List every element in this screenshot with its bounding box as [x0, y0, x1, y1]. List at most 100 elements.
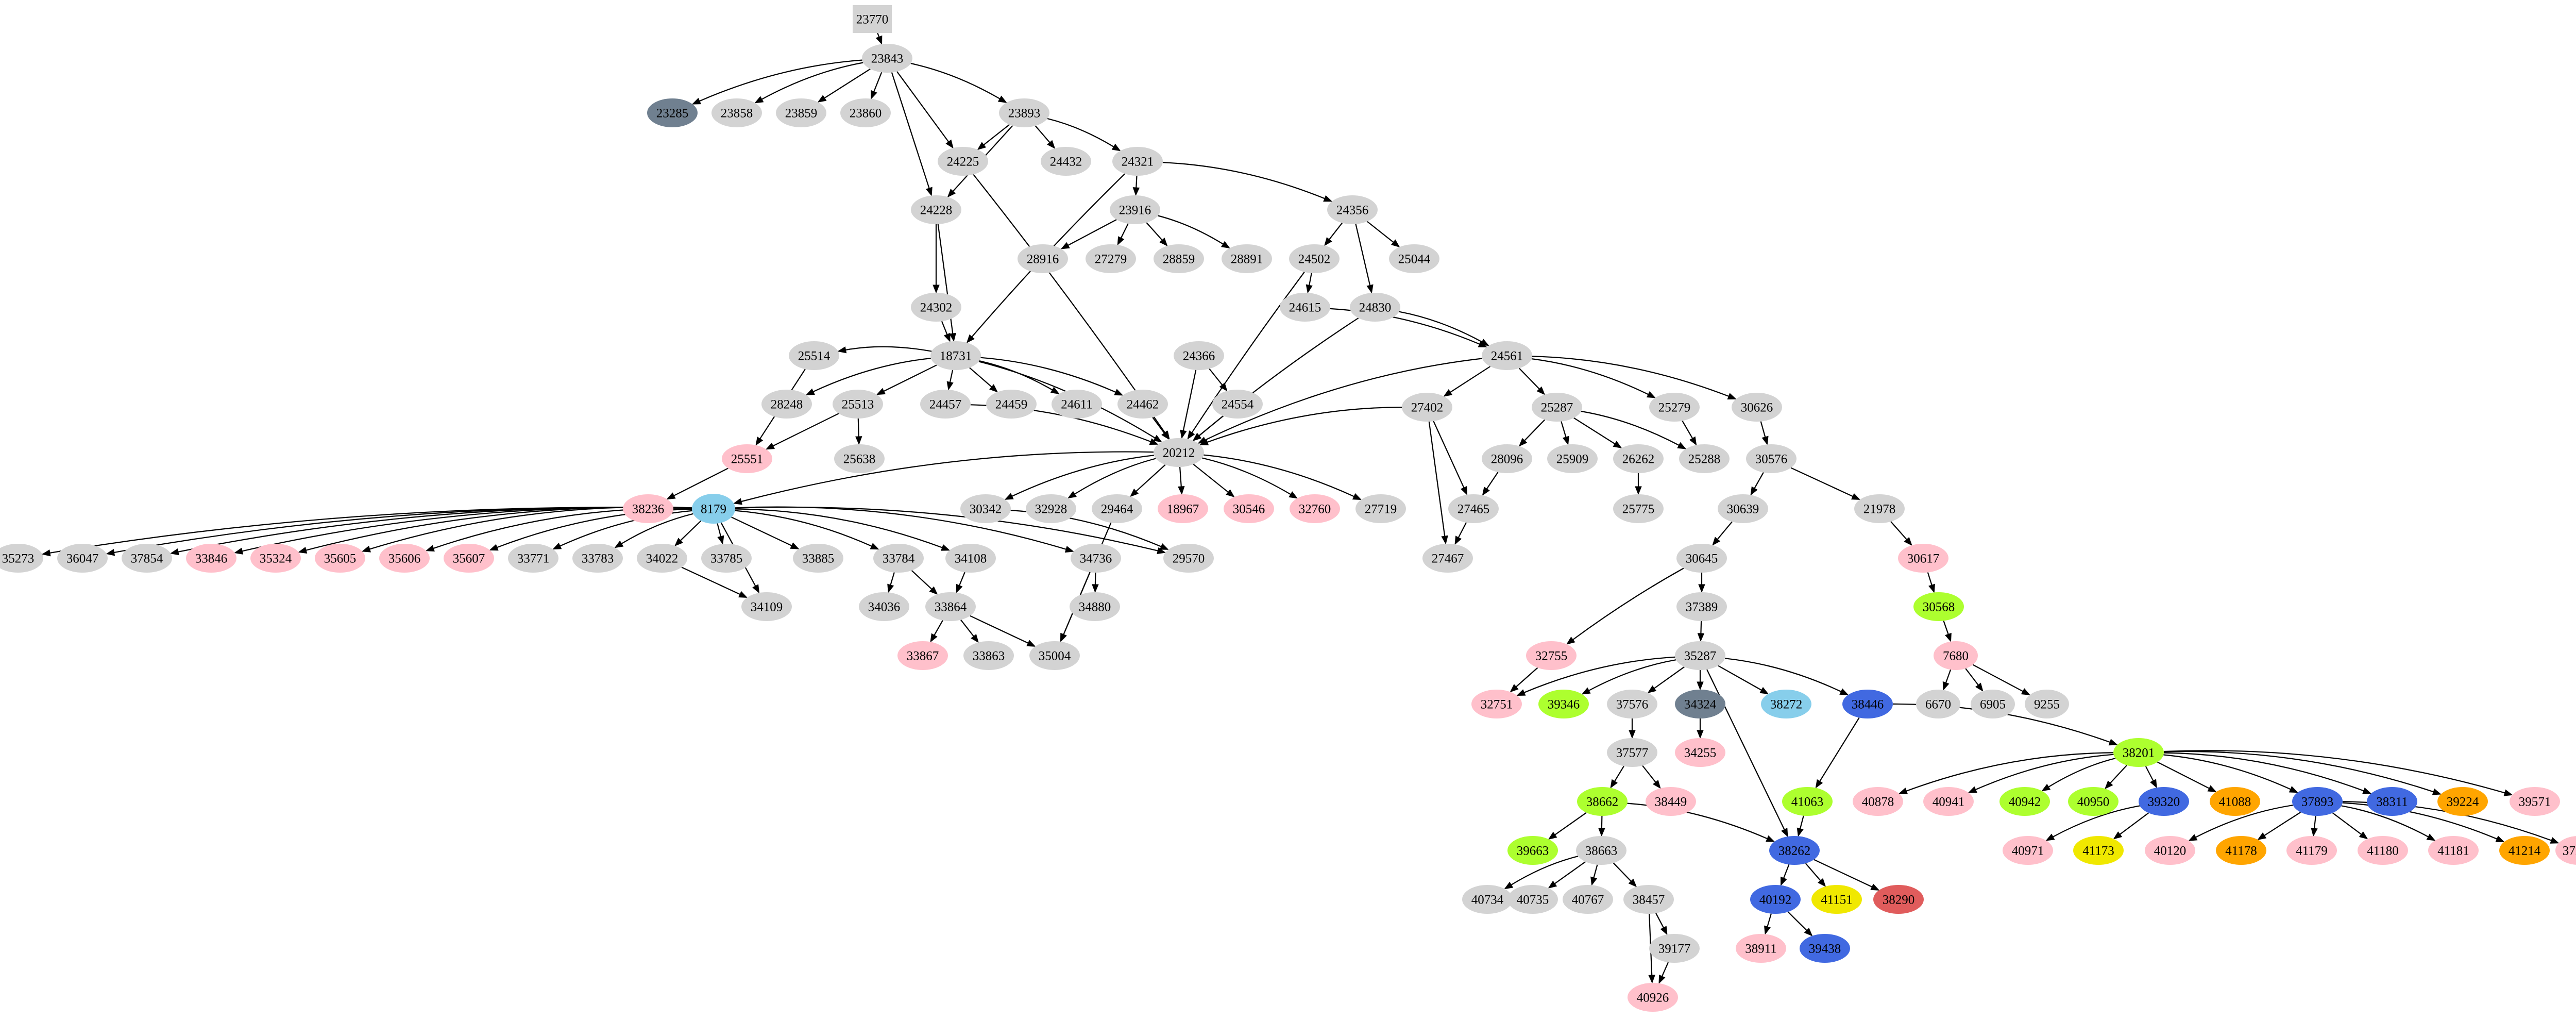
node-shape[interactable] [862, 44, 912, 73]
graph-node-41088[interactable]: 41088 [2210, 787, 2260, 816]
graph-node-35605[interactable]: 35605 [315, 544, 365, 573]
graph-node-38446[interactable]: 38446 [1842, 690, 1893, 718]
graph-node-25638[interactable]: 25638 [834, 444, 885, 473]
graph-node-33771[interactable]: 33771 [508, 544, 558, 573]
node-shape[interactable] [1526, 641, 1577, 670]
graph-node-32928[interactable]: 32928 [1026, 494, 1076, 523]
node-shape[interactable] [833, 390, 883, 419]
node-shape[interactable] [0, 544, 43, 573]
node-shape[interactable] [1563, 885, 1613, 914]
node-shape[interactable] [1547, 444, 1598, 473]
node-shape[interactable] [1873, 885, 1924, 914]
graph-node-39320[interactable]: 39320 [2139, 787, 2189, 816]
node-shape[interactable] [647, 98, 698, 127]
node-shape[interactable] [834, 444, 885, 473]
node-shape[interactable] [250, 544, 301, 573]
graph-node-23893[interactable]: 23893 [999, 98, 1049, 127]
node-shape[interactable] [637, 544, 687, 573]
graph-node-30546[interactable]: 30546 [1224, 494, 1274, 523]
graph-node-24554[interactable]: 24554 [1212, 390, 1263, 419]
graph-node-23843[interactable]: 23843 [862, 44, 912, 73]
graph-node-34022[interactable]: 34022 [637, 544, 687, 573]
graph-node-35606[interactable]: 35606 [379, 544, 430, 573]
graph-node-39571[interactable]: 39571 [2510, 787, 2560, 816]
graph-node-34255[interactable]: 34255 [1675, 738, 1725, 767]
node-shape[interactable] [1289, 244, 1340, 273]
graph-node-38272[interactable]: 38272 [1761, 690, 1811, 718]
node-shape[interactable] [1913, 592, 1964, 621]
graph-node-34880[interactable]: 34880 [1070, 592, 1120, 621]
graph-node-34108[interactable]: 34108 [945, 544, 996, 573]
graph-node-40192[interactable]: 40192 [1750, 885, 1801, 914]
node-shape[interactable] [1280, 293, 1330, 322]
graph-node-27465[interactable]: 27465 [1448, 494, 1499, 523]
graph-node-23770[interactable]: 23770 [853, 5, 892, 33]
node-shape[interactable] [1628, 983, 1678, 1012]
node-shape[interactable] [1112, 147, 1163, 176]
node-shape[interactable] [1507, 836, 1558, 865]
node-shape[interactable] [2113, 738, 2164, 767]
graph-node-27467[interactable]: 27467 [1422, 544, 1473, 573]
node-shape[interactable] [1350, 293, 1400, 322]
graph-node-23285[interactable]: 23285 [647, 98, 698, 127]
graph-node-24321[interactable]: 24321 [1112, 147, 1163, 176]
graph-node-25775[interactable]: 25775 [1613, 494, 1664, 523]
node-shape[interactable] [1934, 641, 1978, 670]
node-shape[interactable] [1532, 393, 1582, 422]
graph-node-6905[interactable]: 6905 [1971, 690, 2015, 718]
graph-node-38262[interactable]: 38262 [1769, 836, 1820, 865]
node-shape[interactable] [1402, 393, 1452, 422]
graph-node-30617[interactable]: 30617 [1898, 544, 1948, 573]
graph-node-38290[interactable]: 38290 [1873, 885, 1924, 914]
node-shape[interactable] [2286, 836, 2337, 865]
graph-node-30639[interactable]: 30639 [1718, 494, 1768, 523]
graph-node-24432[interactable]: 24432 [1041, 147, 1091, 176]
graph-node-24459[interactable]: 24459 [986, 390, 1037, 419]
node-shape[interactable] [1675, 738, 1725, 767]
node-shape[interactable] [1782, 787, 1833, 816]
node-shape[interactable] [1154, 244, 1204, 273]
graph-node-33784[interactable]: 33784 [873, 544, 924, 573]
node-shape[interactable] [911, 195, 961, 224]
graph-node-40941[interactable]: 40941 [1923, 787, 1974, 816]
graph-node-39663[interactable]: 39663 [1507, 836, 1558, 865]
node-shape[interactable] [1052, 390, 1102, 419]
node-shape[interactable] [1853, 787, 1903, 816]
node-shape[interactable] [761, 390, 812, 419]
graph-node-8179[interactable]: 8179 [692, 494, 735, 524]
node-shape[interactable] [945, 544, 996, 573]
node-shape[interactable] [2145, 836, 2195, 865]
node-shape[interactable] [1071, 544, 1121, 573]
node-shape[interactable] [2555, 836, 2576, 865]
graph-node-32755[interactable]: 32755 [1526, 641, 1577, 670]
graph-node-23860[interactable]: 23860 [840, 98, 891, 127]
node-shape[interactable] [379, 544, 430, 573]
graph-node-35287[interactable]: 35287 [1675, 641, 1725, 670]
graph-node-25288[interactable]: 25288 [1679, 444, 1730, 473]
graph-node-30568[interactable]: 30568 [1913, 592, 1964, 621]
node-shape[interactable] [1649, 393, 1700, 422]
graph-node-28891[interactable]: 28891 [1222, 244, 1272, 273]
node-shape[interactable] [853, 5, 892, 33]
graph-node-41214[interactable]: 41214 [2499, 836, 2550, 865]
graph-node-24615[interactable]: 24615 [1280, 293, 1330, 322]
graph-node-25279[interactable]: 25279 [1649, 393, 1700, 422]
graph-node-38457[interactable]: 38457 [1623, 885, 1674, 914]
graph-node-25909[interactable]: 25909 [1547, 444, 1598, 473]
node-shape[interactable] [1327, 195, 1378, 224]
node-shape[interactable] [1971, 690, 2015, 718]
graph-node-38663[interactable]: 38663 [1576, 836, 1626, 865]
graph-node-25513[interactable]: 25513 [833, 390, 883, 419]
node-shape[interactable] [1607, 690, 1657, 718]
graph-node-39224[interactable]: 39224 [2437, 787, 2488, 816]
node-shape[interactable] [2025, 690, 2069, 718]
node-shape[interactable] [2216, 836, 2266, 865]
graph-node-18967[interactable]: 18967 [1158, 494, 1208, 523]
node-shape[interactable] [776, 98, 826, 127]
node-shape[interactable] [1174, 341, 1224, 370]
graph-node-7680[interactable]: 7680 [1934, 641, 1978, 670]
node-shape[interactable] [1086, 244, 1136, 273]
graph-node-40942[interactable]: 40942 [1999, 787, 2050, 816]
node-shape[interactable] [1222, 244, 1272, 273]
graph-node-24830[interactable]: 24830 [1350, 293, 1400, 322]
